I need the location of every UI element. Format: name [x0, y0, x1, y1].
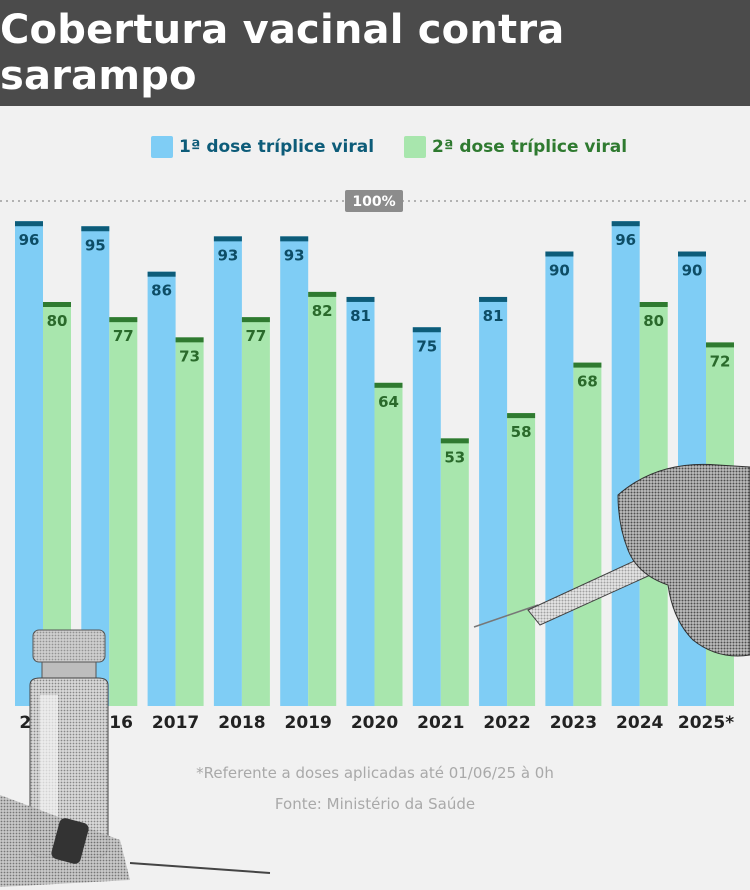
- hand-syringe-illustration: [473, 463, 750, 657]
- data-label-first-dose-2017: 86: [151, 282, 172, 300]
- bar-cap-second-dose-2019: [308, 291, 337, 297]
- bar-cap-second-dose-2020: [374, 382, 403, 388]
- legend-label-first-dose: 1ª dose tríplice viral: [179, 137, 375, 157]
- data-label-second-dose-2016: 77: [113, 327, 134, 345]
- x-tick-label-2024: 2024: [616, 713, 663, 733]
- reference-badge: [345, 190, 403, 212]
- legend-item-first-dose: 1ª dose tríplice viral: [151, 136, 374, 158]
- data-label-first-dose-2023: 90: [549, 262, 570, 280]
- bar-cap-second-dose-2016: [109, 317, 138, 323]
- legend-item-second-dose: 2ª dose tríplice viral: [404, 136, 627, 158]
- bar-cap-second-dose-2024: [639, 302, 668, 307]
- bar-first-dose-2024: [611, 221, 640, 706]
- header-banner: Cobertura vacinal contra sarampo: [0, 0, 750, 106]
- bar-cap-first-dose-2024: [611, 221, 640, 227]
- bar-first-dose-2021: [412, 327, 441, 706]
- data-label-second-dose-2021: 53: [444, 448, 465, 466]
- bar-first-dose-2017: [147, 271, 176, 706]
- legend-label-second-dose: 2ª dose tríplice viral: [432, 137, 628, 157]
- bar-cap-first-dose-2022: [479, 296, 508, 302]
- x-tick-label-2019: 2019: [285, 713, 332, 733]
- bar-second-dose-2018: [241, 317, 270, 706]
- reference-label: 100%: [352, 194, 395, 210]
- bar-cap-first-dose-2019: [280, 236, 309, 242]
- data-label-first-dose-2016: 95: [85, 236, 106, 254]
- legend-swatch-second-dose: [404, 136, 426, 158]
- data-label-second-dose-2023: 68: [577, 373, 598, 391]
- bar-second-dose-2021: [440, 438, 469, 706]
- x-tick-label-2021: 2021: [417, 713, 464, 733]
- footnote: *Referente a doses aplicadas até 01/06/2…: [196, 764, 554, 782]
- chart-title: Cobertura vacinal contra sarampo: [0, 7, 565, 99]
- source-note: Fonte: Ministério da Saúde: [274, 795, 476, 813]
- bar-second-dose-2022: [507, 413, 536, 706]
- data-label-first-dose-2025: 90: [682, 262, 703, 280]
- data-label-first-dose-2018: 93: [217, 246, 238, 264]
- bar-cap-second-dose-2021: [440, 438, 469, 444]
- data-label-first-dose-2024: 96: [615, 231, 636, 249]
- x-tick-label-2023: 2023: [550, 713, 597, 733]
- bar-second-dose-2023: [573, 362, 602, 706]
- bar-cap-second-dose-2022: [507, 413, 536, 419]
- x-tick-label-2025: 2025*: [678, 713, 734, 733]
- data-label-second-dose-2022: 58: [511, 423, 532, 441]
- data-label-first-dose-2015: 96: [19, 231, 40, 249]
- x-tick-label-2018: 2018: [218, 713, 265, 733]
- bar-cap-first-dose-2016: [81, 226, 110, 232]
- bar-cap-first-dose-2023: [545, 251, 574, 257]
- bar-cap-second-dose-2025: [706, 342, 734, 348]
- bar-second-dose-2016: [109, 317, 138, 706]
- bar-first-dose-2019: [280, 236, 309, 706]
- bar-cap-first-dose-2018: [213, 236, 242, 242]
- bar-first-dose-2015: [15, 221, 43, 706]
- data-label-first-dose-2022: 81: [483, 307, 504, 325]
- bar-first-dose-2023: [545, 251, 574, 706]
- bar-cap-first-dose-2015: [15, 221, 43, 227]
- data-label-second-dose-2018: 77: [245, 327, 266, 345]
- bar-cap-second-dose-2023: [573, 362, 602, 368]
- bar-cap-second-dose-2015: [43, 302, 71, 307]
- data-label-second-dose-2024: 80: [643, 312, 664, 330]
- bar-cap-first-dose-2017: [147, 271, 176, 277]
- data-label-second-dose-2020: 64: [378, 393, 399, 411]
- bar-first-dose-2016: [81, 226, 110, 706]
- data-label-second-dose-2015: 80: [47, 312, 68, 330]
- x-tick-label-2022: 2022: [483, 713, 530, 733]
- bar-first-dose-2020: [346, 296, 375, 706]
- bar-second-dose-2017: [175, 337, 204, 706]
- bar-first-dose-2018: [213, 236, 242, 706]
- bar-first-dose-2022: [479, 296, 508, 706]
- data-label-first-dose-2021: 75: [416, 337, 437, 355]
- x-tick-label-2017: 2017: [152, 713, 199, 733]
- data-label-second-dose-2025: 72: [710, 352, 731, 370]
- data-label-second-dose-2017: 73: [179, 347, 200, 365]
- bar-cap-second-dose-2017: [175, 337, 204, 343]
- data-label-second-dose-2019: 82: [312, 302, 333, 320]
- bar-cap-second-dose-2018: [241, 317, 270, 323]
- bar-cap-first-dose-2025: [678, 251, 706, 257]
- legend-swatch-first-dose: [151, 136, 173, 158]
- bar-cap-first-dose-2020: [346, 296, 375, 302]
- data-label-first-dose-2020: 81: [350, 307, 371, 325]
- bar-cap-first-dose-2021: [412, 327, 441, 333]
- vaccine-vial-illustration: [0, 629, 271, 887]
- x-tick-label-2020: 2020: [351, 713, 398, 733]
- legend: 1ª dose tríplice viral 2ª dose tríplice …: [0, 136, 750, 160]
- bar-second-dose-2019: [308, 291, 337, 706]
- bar-second-dose-2020: [374, 382, 403, 706]
- data-label-first-dose-2019: 93: [284, 246, 305, 264]
